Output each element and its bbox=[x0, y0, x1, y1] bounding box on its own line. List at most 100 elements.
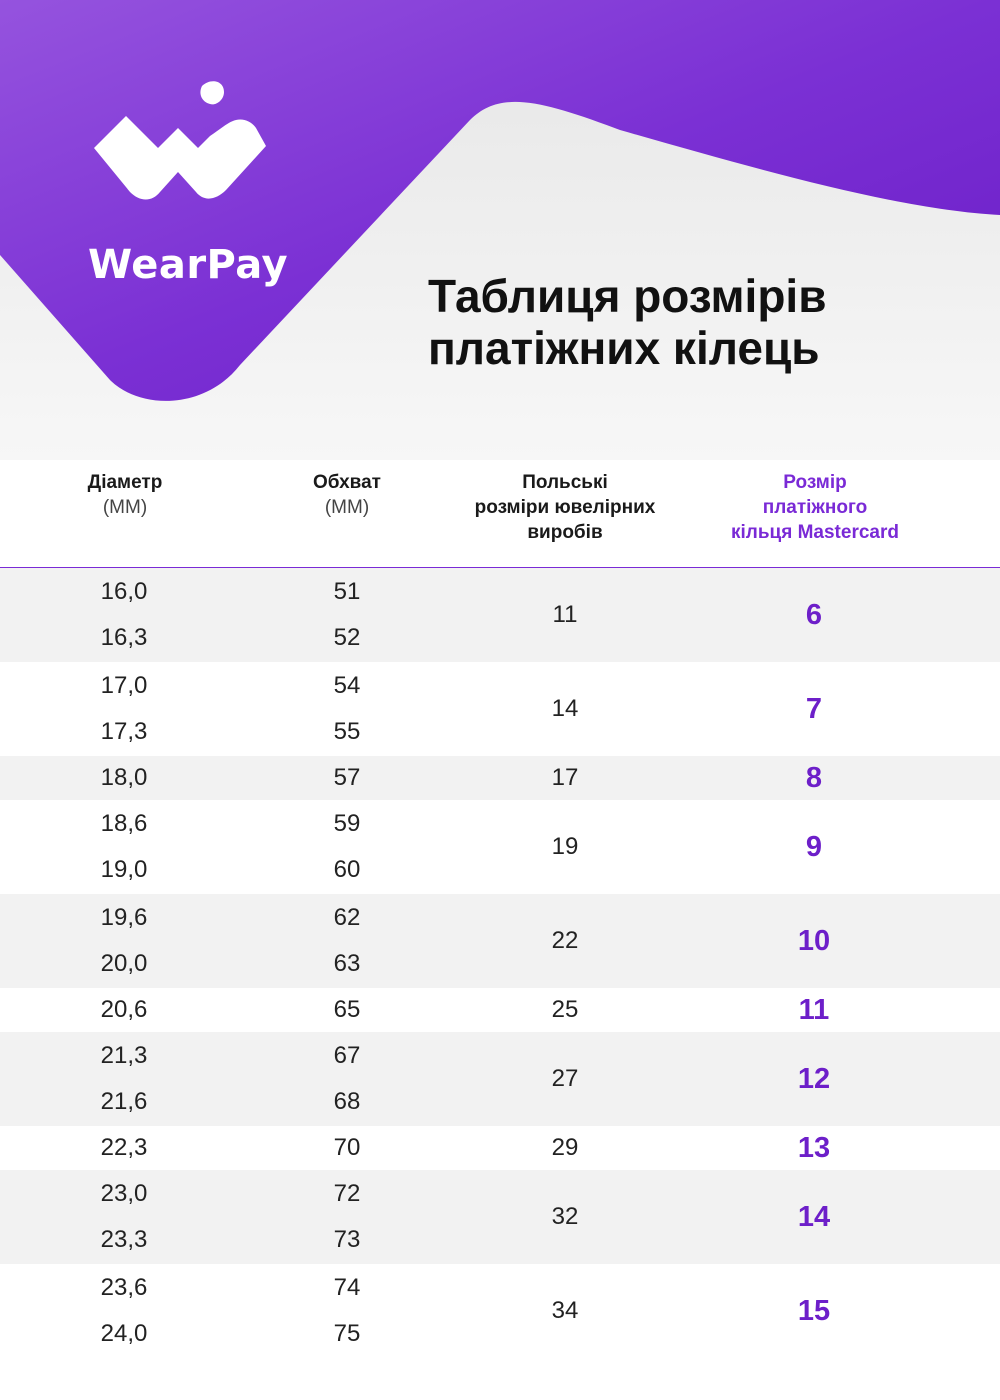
polish-size-cell: 32 bbox=[551, 1203, 579, 1230]
table-row: 17,0 54 bbox=[0, 663, 1000, 709]
table-row-group: 20,6 65 25 11 bbox=[0, 988, 1000, 1032]
header-diameter-label: Діаметр bbox=[87, 472, 163, 493]
polish-size-cell: 22 bbox=[551, 927, 579, 954]
diameter-cell: 23,6 bbox=[100, 1274, 148, 1301]
polish-size-cell: 17 bbox=[551, 764, 579, 791]
table-row: 23,3 73 bbox=[0, 1217, 1000, 1263]
table-row: 18,0 57 bbox=[0, 755, 1000, 801]
mastercard-size-cell: 12 bbox=[797, 1062, 831, 1095]
polish-size-cell: 19 bbox=[551, 833, 579, 860]
table-row-group: 23,6 74 24,0 75 34 15 bbox=[0, 1264, 1000, 1358]
hero-background bbox=[0, 0, 1000, 460]
circumference-cell: 74 bbox=[333, 1274, 361, 1301]
polish-size-cell: 14 bbox=[551, 695, 579, 722]
header-polish-line-3: виробів bbox=[527, 522, 603, 543]
diameter-cell: 16,0 bbox=[100, 578, 148, 605]
diameter-cell: 24,0 bbox=[100, 1320, 148, 1347]
mastercard-size-cell: 6 bbox=[805, 598, 823, 631]
table-row: 22,3 70 bbox=[0, 1125, 1000, 1171]
polish-size-cell: 27 bbox=[551, 1065, 579, 1092]
diameter-cell: 22,3 bbox=[100, 1134, 148, 1161]
circumference-cell: 51 bbox=[333, 578, 361, 605]
table-row: 19,0 60 bbox=[0, 847, 1000, 893]
circumference-cell: 68 bbox=[333, 1088, 361, 1115]
table-row: 20,6 65 bbox=[0, 987, 1000, 1033]
circumference-cell: 70 bbox=[333, 1134, 361, 1161]
table-row-group: 17,0 54 17,3 55 14 7 bbox=[0, 662, 1000, 756]
table-row-group: 18,6 59 19,0 60 19 9 bbox=[0, 800, 1000, 894]
size-table: 16,0 51 16,3 52 11 6 17,0 54 17,3 55 14 7 18,0 57 17 8 1… bbox=[0, 568, 1000, 1358]
mastercard-size-cell: 11 bbox=[798, 993, 830, 1026]
header-polish-sizes: Польські розміри ювелірних виробів bbox=[445, 470, 685, 545]
mastercard-size-cell: 9 bbox=[805, 830, 823, 863]
header-mastercard-line-2: платіжного bbox=[762, 497, 868, 518]
diameter-cell: 18,6 bbox=[100, 810, 148, 837]
diameter-cell: 19,0 bbox=[100, 856, 148, 883]
circumference-cell: 55 bbox=[333, 718, 361, 745]
header-mastercard-size: Розмір платіжного кільця Mastercard bbox=[695, 470, 935, 545]
brand-name: WearPay bbox=[88, 242, 289, 288]
circumference-cell: 60 bbox=[333, 856, 361, 883]
table-row-group: 18,0 57 17 8 bbox=[0, 756, 1000, 800]
diameter-cell: 19,6 bbox=[100, 904, 148, 931]
page-title: Таблиця розмірів платіжних кілець bbox=[428, 270, 968, 374]
table-row: 21,3 67 bbox=[0, 1033, 1000, 1079]
circumference-cell: 65 bbox=[333, 996, 361, 1023]
mastercard-size-cell: 13 bbox=[797, 1131, 831, 1164]
mastercard-size-cell: 10 bbox=[797, 924, 831, 957]
mastercard-size-cell: 15 bbox=[797, 1294, 831, 1327]
header-diameter-unit: (ММ) bbox=[102, 497, 148, 518]
diameter-cell: 23,0 bbox=[100, 1180, 148, 1207]
table-row: 20,0 63 bbox=[0, 941, 1000, 987]
diameter-cell: 16,3 bbox=[100, 624, 148, 651]
header-mastercard-line-3: кільця Mastercard bbox=[731, 522, 899, 543]
circumference-cell: 54 bbox=[333, 672, 361, 699]
header-mastercard-line-1: Розмір bbox=[783, 472, 847, 493]
circumference-cell: 52 bbox=[333, 624, 361, 651]
circumference-cell: 67 bbox=[333, 1042, 361, 1069]
table-row-group: 23,0 72 23,3 73 32 14 bbox=[0, 1170, 1000, 1264]
table-row: 17,3 55 bbox=[0, 709, 1000, 755]
header-polish-line-1: Польські bbox=[522, 472, 608, 493]
table-row-group: 19,6 62 20,0 63 22 10 bbox=[0, 894, 1000, 988]
polish-size-cell: 25 bbox=[551, 996, 579, 1023]
header-circumference-label: Обхват bbox=[313, 472, 381, 493]
mastercard-size-cell: 14 bbox=[797, 1200, 831, 1233]
diameter-cell: 17,0 bbox=[100, 672, 148, 699]
table-row: 24,0 75 bbox=[0, 1311, 1000, 1357]
table-row: 23,0 72 bbox=[0, 1171, 1000, 1217]
table-row: 23,6 74 bbox=[0, 1265, 1000, 1311]
polish-size-cell: 34 bbox=[551, 1297, 579, 1324]
diameter-cell: 23,3 bbox=[100, 1226, 148, 1253]
circumference-cell: 57 bbox=[333, 764, 361, 791]
table-row-group: 21,3 67 21,6 68 27 12 bbox=[0, 1032, 1000, 1126]
polish-size-cell: 11 bbox=[552, 601, 578, 628]
polish-size-cell: 29 bbox=[551, 1134, 579, 1161]
circumference-cell: 75 bbox=[333, 1320, 361, 1347]
wearpay-logo-icon bbox=[94, 81, 266, 200]
mastercard-size-cell: 8 bbox=[805, 761, 823, 794]
table-row-group: 22,3 70 29 13 bbox=[0, 1126, 1000, 1170]
title-line-1: Таблиця розмірів bbox=[428, 270, 827, 322]
diameter-cell: 20,0 bbox=[100, 950, 148, 977]
circumference-cell: 59 bbox=[333, 810, 361, 837]
diameter-cell: 17,3 bbox=[100, 718, 148, 745]
diameter-cell: 21,6 bbox=[100, 1088, 148, 1115]
table-row: 19,6 62 bbox=[0, 895, 1000, 941]
table-row-group: 16,0 51 16,3 52 11 6 bbox=[0, 568, 1000, 662]
diameter-cell: 20,6 bbox=[100, 996, 148, 1023]
title-line-2: платіжних кілець bbox=[428, 322, 820, 374]
header-circumference: Обхват (ММ) bbox=[247, 470, 447, 520]
circumference-cell: 73 bbox=[333, 1226, 361, 1253]
table-row: 16,0 51 bbox=[0, 569, 1000, 615]
table-row: 16,3 52 bbox=[0, 615, 1000, 661]
circumference-cell: 72 bbox=[333, 1180, 361, 1207]
circumference-cell: 62 bbox=[333, 904, 361, 931]
diameter-cell: 18,0 bbox=[100, 764, 148, 791]
table-row: 18,6 59 bbox=[0, 801, 1000, 847]
header-divider bbox=[0, 567, 1000, 568]
header-circumference-unit: (ММ) bbox=[324, 497, 370, 518]
header-diameter: Діаметр (ММ) bbox=[25, 470, 225, 520]
header-polish-line-2: розміри ювелірних bbox=[474, 497, 656, 518]
table-row: 21,6 68 bbox=[0, 1079, 1000, 1125]
